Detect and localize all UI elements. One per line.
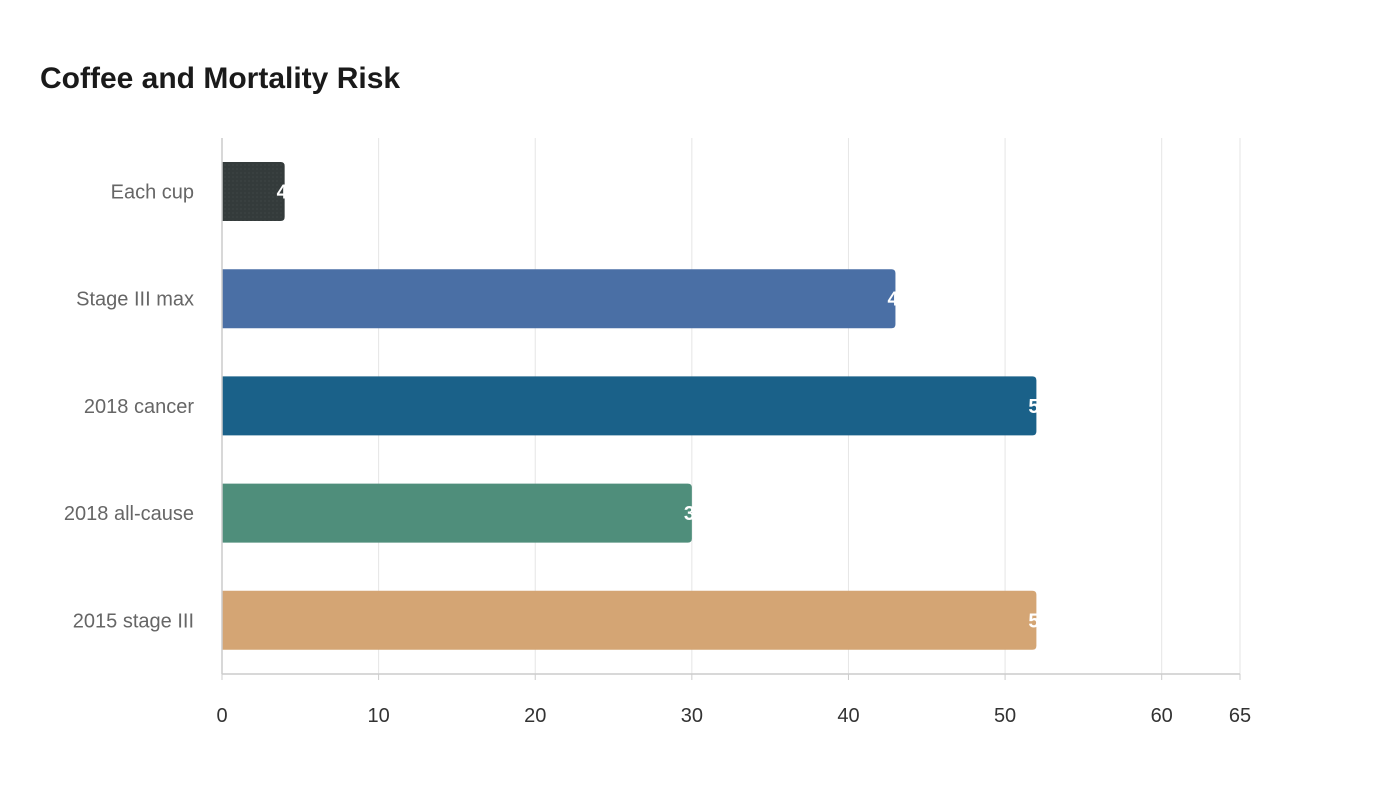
x-tick-label: 50 bbox=[994, 705, 1016, 727]
bar-texture bbox=[222, 162, 285, 221]
bar bbox=[222, 269, 896, 329]
category-label: 2015 stage III bbox=[73, 610, 194, 632]
bar-value-label: 52 bbox=[1028, 610, 1050, 632]
x-tick-label: 40 bbox=[837, 705, 859, 727]
bar bbox=[222, 376, 1037, 436]
x-tick-label: 0 bbox=[216, 705, 227, 727]
bar-group: 30 bbox=[222, 483, 706, 543]
bar bbox=[222, 590, 1037, 650]
x-tick-label: 20 bbox=[524, 705, 546, 727]
bar-value-label: 52 bbox=[1028, 396, 1050, 418]
bar-value-label: 4 bbox=[277, 182, 289, 204]
category-labels: Each cup Stage III max 2018 cancer 2018 all… bbox=[64, 182, 194, 633]
bar-value-label: 30 bbox=[684, 503, 706, 525]
bar-value-label: 43 bbox=[887, 289, 909, 311]
x-tick-label: 65 bbox=[1229, 705, 1251, 727]
category-label: Stage III max bbox=[76, 289, 194, 311]
bar-group: 4 bbox=[222, 162, 289, 221]
category-label: 2018 all-cause bbox=[64, 503, 194, 525]
category-label: 2018 cancer bbox=[84, 396, 194, 418]
bars: 4 43 52 30 52 bbox=[222, 162, 1050, 650]
bar-group: 43 bbox=[222, 269, 909, 329]
x-tick-label: 60 bbox=[1151, 705, 1173, 727]
bar bbox=[222, 483, 692, 543]
chart-title: Coffee and Mortality Risk bbox=[40, 62, 401, 95]
x-tick-label: 10 bbox=[367, 705, 389, 727]
bar-group: 52 bbox=[222, 376, 1050, 436]
category-label: Each cup bbox=[111, 182, 194, 204]
bar-group: 52 bbox=[222, 590, 1050, 650]
x-tick-label: 30 bbox=[681, 705, 703, 727]
x-axis: 0 10 20 30 40 50 60 65 bbox=[216, 138, 1251, 727]
